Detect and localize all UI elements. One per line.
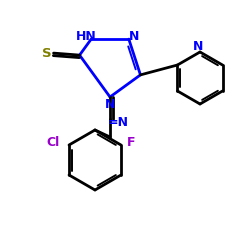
Text: N: N — [193, 40, 203, 54]
Text: S: S — [42, 46, 51, 60]
Text: HN: HN — [76, 30, 96, 43]
Text: =N: =N — [108, 116, 128, 128]
Text: F: F — [127, 136, 135, 149]
Text: Cl: Cl — [46, 136, 60, 149]
Text: N: N — [128, 30, 139, 43]
Text: N: N — [105, 98, 115, 112]
